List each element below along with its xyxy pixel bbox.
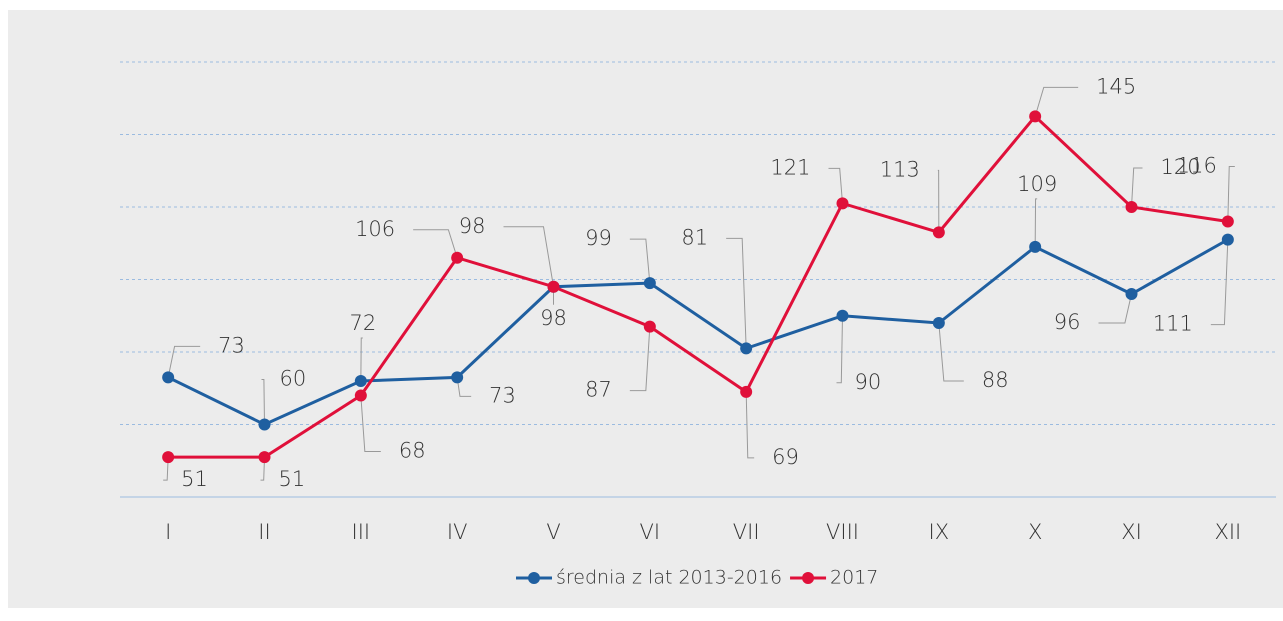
leader-line: [629, 238, 651, 284]
leader-line: [456, 377, 472, 397]
point: [451, 371, 464, 384]
leader-line: [167, 345, 201, 378]
data-label: 87: [585, 378, 612, 402]
x-tick-label: XI: [1121, 520, 1142, 544]
data-label: 90: [855, 370, 882, 394]
leader-line: [828, 167, 843, 204]
data-label: 121: [770, 155, 810, 179]
leader-line: [836, 315, 843, 384]
point: [1221, 233, 1234, 246]
leader-line: [1131, 167, 1143, 208]
x-tick-label: I: [165, 520, 171, 544]
point: [932, 226, 945, 239]
series-line: [167, 238, 1229, 427]
point: [354, 375, 367, 387]
data-label: 106: [355, 217, 395, 241]
x-tick-label: VIII: [826, 520, 859, 544]
background: [8, 10, 1283, 608]
x-tick-label: V: [546, 520, 560, 544]
data-label: 73: [489, 383, 516, 407]
point: [1221, 215, 1234, 228]
leader-line: [260, 457, 265, 481]
leader-line: [1098, 293, 1132, 324]
legend-marker: [528, 572, 540, 584]
data-label: 98: [459, 214, 486, 238]
point: [1029, 240, 1042, 253]
data-label: 88: [982, 368, 1009, 392]
data-label: 116: [1177, 154, 1217, 178]
x-tick-label: VI: [640, 520, 661, 544]
x-tick-label: X: [1028, 520, 1042, 544]
leader-line: [1227, 166, 1235, 222]
x-tick-label: VII: [733, 520, 760, 544]
leader-line: [503, 226, 554, 287]
x-tick-label: IV: [447, 520, 468, 544]
data-label: 99: [585, 226, 612, 250]
data-label: 51: [181, 467, 208, 491]
x-tick-label: III: [352, 520, 371, 544]
x-tick-label: II: [258, 520, 270, 544]
data-label: 72: [349, 311, 376, 335]
point: [643, 320, 656, 333]
leader-line: [726, 237, 747, 349]
leader-line: [745, 391, 755, 459]
series-line: [168, 114, 1229, 459]
point: [258, 451, 271, 464]
point: [1125, 288, 1138, 300]
data-label: 81: [681, 225, 708, 249]
leader-line: [413, 229, 458, 258]
leader-line: [163, 457, 169, 481]
legend-marker: [802, 572, 815, 584]
point: [258, 418, 271, 431]
data-label: 51: [279, 467, 306, 491]
leader-line: [1034, 198, 1038, 247]
data-label: 111: [1153, 312, 1193, 336]
data-label: 109: [1017, 172, 1057, 196]
leader-line: [1210, 239, 1229, 326]
data-label: 113: [880, 157, 920, 181]
point: [740, 385, 753, 398]
x-tick-label: XII: [1214, 520, 1241, 544]
point: [740, 342, 753, 355]
data-label: 60: [280, 367, 307, 391]
point: [547, 280, 560, 293]
point: [354, 389, 367, 402]
leader-line: [629, 326, 651, 392]
data-label: 120: [1161, 155, 1201, 179]
point: [162, 451, 175, 464]
point: [932, 317, 945, 329]
point: [643, 277, 656, 290]
leader-line: [261, 379, 265, 425]
point: [162, 371, 175, 384]
point: [1029, 110, 1042, 123]
data-label: 73: [218, 333, 245, 357]
leader-line: [938, 322, 964, 382]
point: [1125, 201, 1138, 213]
legend-label: 2017: [830, 567, 878, 589]
leader-line: [1034, 86, 1079, 117]
data-label: 98: [540, 306, 567, 330]
data-label: 68: [399, 439, 426, 463]
point: [836, 197, 849, 210]
data-label: 96: [1054, 310, 1081, 334]
leader-line: [360, 337, 363, 382]
leader-line: [937, 169, 940, 233]
data-label: 145: [1096, 74, 1136, 98]
legend-label: średnia z lat 2013-2016: [556, 567, 782, 589]
data-label: 69: [772, 445, 799, 469]
point: [451, 251, 464, 264]
x-tick-label: IX: [929, 520, 950, 544]
leader-line: [360, 395, 381, 452]
point: [836, 309, 849, 322]
